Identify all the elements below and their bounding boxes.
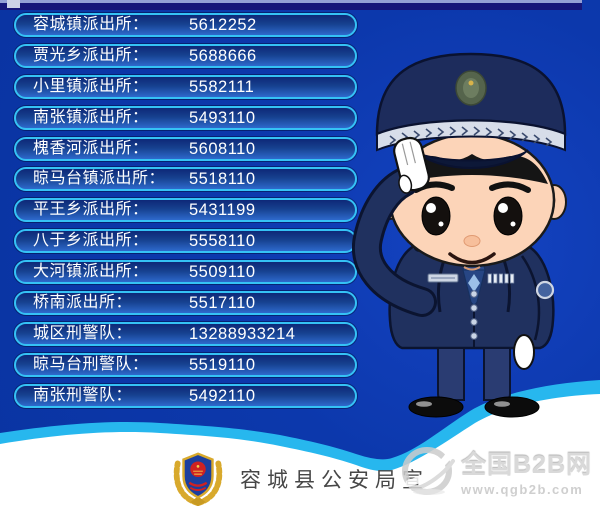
salute-glove	[393, 136, 430, 194]
globe-icon	[401, 447, 455, 495]
directory-row: 大河镇派出所： 5509110	[14, 260, 357, 285]
directory-row: 平王乡派出所： 5431199	[14, 198, 357, 223]
officer-head	[375, 52, 567, 271]
publisher-text: 容城县公安局宣	[240, 469, 429, 492]
sleeve-patch	[535, 280, 555, 300]
directory-row: 南张镇派出所： 5493110	[14, 105, 357, 130]
directory-row: 容城镇派出所： 5612252	[14, 13, 357, 37]
phone-number: 5509110	[189, 263, 256, 282]
service-ribbons	[487, 273, 515, 284]
top-bar	[0, 0, 582, 10]
station-name: 贾光乡派出所：	[33, 46, 149, 64]
phone-directory: 容城镇派出所： 5612252 贾光乡派出所： 5688666 小里镇派出所： 55821…	[14, 13, 357, 408]
directory-row: 晾马台镇派出所： 5518110	[14, 167, 357, 192]
phone-number: 13288933214	[189, 324, 296, 343]
phone-number: 5492110	[189, 386, 256, 405]
phone-number: 5519110	[189, 355, 256, 374]
watermark-site-name: 全国B2B网	[460, 451, 592, 479]
directory-row: 小里镇派出所： 5582111	[14, 74, 357, 99]
shoe	[484, 396, 540, 418]
phone-number: 5518110	[189, 170, 256, 189]
directory-row: 晾马台刑警队： 5519110	[14, 352, 357, 377]
police-badge-icon	[173, 452, 223, 506]
phone-number: 5493110	[189, 108, 256, 127]
phone-number: 5688666	[189, 46, 257, 65]
phone-number: 5558110	[189, 232, 256, 251]
directory-row: 贾光乡派出所： 5688666	[14, 43, 357, 68]
station-name: 晾马台镇派出所：	[33, 170, 166, 188]
directory-row: 桥南派出所： 5517110	[14, 291, 357, 316]
station-name: 晾马台刑警队：	[33, 355, 149, 373]
station-name: 平王乡派出所：	[33, 201, 149, 219]
cap-band	[376, 119, 566, 152]
directory-row: 八于乡派出所： 5558110	[14, 229, 357, 254]
watermark: 全国B2B网 www.qgb2b.com	[401, 445, 592, 497]
shoe	[408, 396, 464, 418]
left-glove	[513, 334, 535, 370]
phone-number: 5582111	[189, 77, 255, 96]
salute-arm	[352, 136, 437, 317]
station-name: 容城镇派出所：	[33, 16, 149, 33]
top-bar-notch	[7, 0, 20, 8]
station-name: 小里镇派出所：	[33, 77, 149, 95]
phone-number: 5517110	[189, 294, 256, 313]
footer: 容城县公安局宣 全国B2B网 www.qgb2b.com	[0, 440, 600, 506]
watermark-site-url: www.qgb2b.com	[460, 482, 584, 497]
directory-row: 南张刑警队： 5492110	[14, 383, 357, 408]
cap-visor	[413, 149, 529, 169]
phone-number: 5612252	[189, 16, 257, 34]
directory-row: 城区刑警队： 13288933214	[14, 321, 357, 346]
directory-row: 槐香河派出所： 5608110	[14, 136, 357, 161]
station-name: 城区刑警队：	[33, 324, 133, 342]
station-name: 大河镇派出所：	[33, 263, 149, 281]
station-name: 南张刑警队：	[33, 386, 133, 404]
station-name: 槐香河派出所：	[33, 139, 149, 157]
station-name: 桥南派出所：	[33, 294, 133, 312]
phone-number: 5431199	[189, 201, 256, 220]
phone-number: 5608110	[189, 139, 256, 158]
station-name: 南张镇派出所：	[33, 108, 149, 126]
station-name: 八于乡派出所：	[33, 232, 149, 250]
police-officer-illustration	[352, 52, 567, 418]
